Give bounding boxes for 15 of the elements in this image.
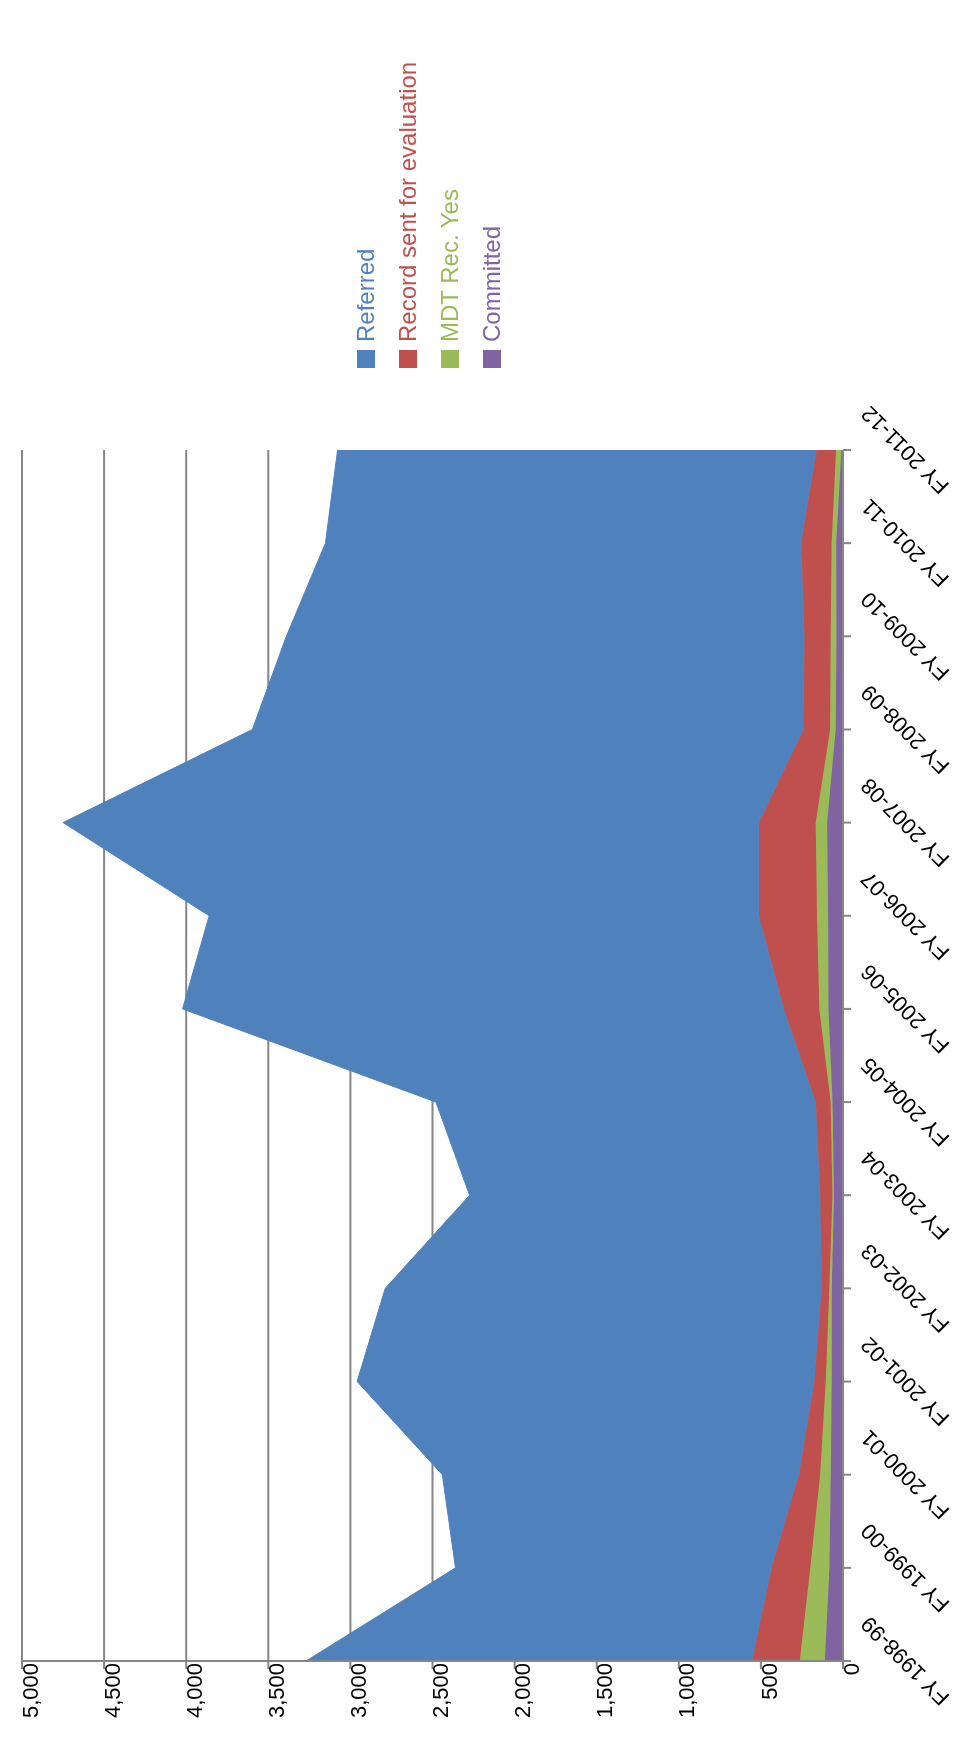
x-tick-label: 4,000 (181, 1663, 207, 1719)
x-tick-label: 5,000 (17, 1663, 43, 1719)
text: MDT Rec. Yes (435, 189, 464, 342)
x-tick-label: 2,500 (428, 1663, 454, 1719)
x-tick-label: 3,000 (346, 1663, 372, 1719)
x-tick-label: 1,000 (674, 1663, 700, 1719)
text: Record sent for evaluation (393, 61, 422, 342)
x-tick-label: 500 (756, 1663, 782, 1700)
text: Referred (351, 248, 380, 342)
x-tick-label: 4,500 (99, 1663, 125, 1719)
x-tick-label: 1,500 (592, 1663, 618, 1719)
x-tick-label: 2,000 (510, 1663, 536, 1719)
text: Committed (477, 225, 506, 342)
x-tick-label: 0 (838, 1663, 864, 1676)
x-tick-label: 3,500 (263, 1663, 289, 1719)
